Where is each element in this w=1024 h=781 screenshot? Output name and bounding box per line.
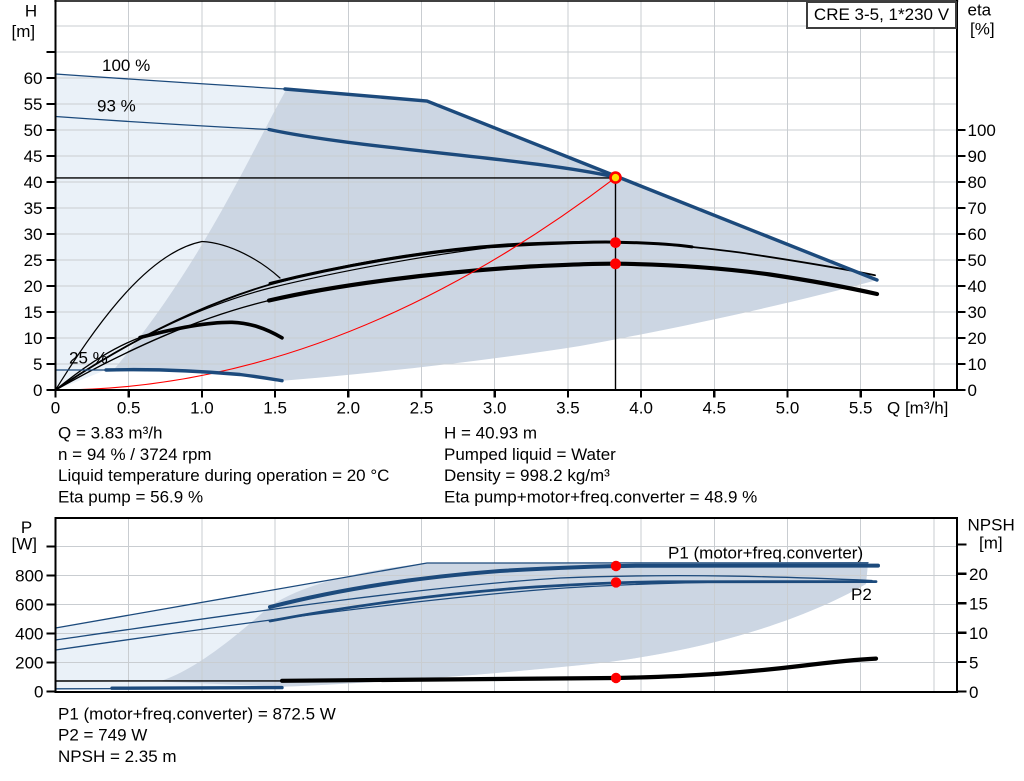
- svg-text:90: 90: [968, 147, 987, 166]
- svg-text:0: 0: [968, 381, 977, 400]
- svg-text:35: 35: [24, 199, 43, 218]
- svg-text:Eta pump+motor+freq.converter: Eta pump+motor+freq.converter = 48.9 %: [444, 488, 757, 507]
- svg-text:80: 80: [968, 173, 987, 192]
- svg-text:Pumped liquid = Water: Pumped liquid = Water: [444, 445, 616, 464]
- svg-text:n = 94 % / 3724 rpm: n = 94 % / 3724 rpm: [58, 445, 212, 464]
- svg-text:100: 100: [968, 121, 996, 140]
- svg-text:4.0: 4.0: [629, 398, 653, 417]
- svg-text:Eta pump = 56.9 %: Eta pump = 56.9 %: [58, 488, 203, 507]
- svg-text:20: 20: [24, 277, 43, 296]
- svg-text:Density = 998.2 kg/m³: Density = 998.2 kg/m³: [444, 466, 610, 485]
- svg-text:Q = 3.83 m³/h: Q = 3.83 m³/h: [58, 424, 162, 443]
- svg-text:5.5: 5.5: [849, 398, 873, 417]
- svg-text:20: 20: [968, 329, 987, 348]
- svg-text:20: 20: [969, 565, 988, 584]
- svg-text:800: 800: [15, 567, 43, 586]
- svg-text:5.0: 5.0: [776, 398, 800, 417]
- svg-text:60: 60: [968, 225, 987, 244]
- svg-text:CRE 3-5, 1*230 V: CRE 3-5, 1*230 V: [814, 5, 950, 24]
- svg-text:1.5: 1.5: [263, 398, 287, 417]
- svg-text:400: 400: [15, 625, 43, 644]
- svg-text:30: 30: [24, 225, 43, 244]
- svg-text:10: 10: [24, 329, 43, 348]
- svg-text:10: 10: [969, 624, 988, 643]
- svg-text:70: 70: [968, 199, 987, 218]
- svg-text:[%]: [%]: [970, 20, 995, 39]
- svg-text:P2: P2: [851, 585, 872, 604]
- svg-text:2.5: 2.5: [410, 398, 434, 417]
- svg-text:60: 60: [24, 69, 43, 88]
- svg-text:100 %: 100 %: [102, 56, 150, 75]
- svg-text:Q [m³/h]: Q [m³/h]: [887, 398, 948, 417]
- svg-text:50: 50: [968, 251, 987, 270]
- svg-text:10: 10: [968, 355, 987, 374]
- svg-text:40: 40: [968, 277, 987, 296]
- svg-text:4.5: 4.5: [702, 398, 726, 417]
- svg-text:P: P: [21, 518, 32, 537]
- svg-text:93 %: 93 %: [97, 97, 136, 116]
- svg-text:15: 15: [969, 595, 988, 614]
- svg-text:45: 45: [24, 147, 43, 166]
- svg-text:[m]: [m]: [12, 22, 36, 41]
- svg-text:25 %: 25 %: [69, 349, 108, 368]
- svg-text:0: 0: [969, 683, 978, 702]
- svg-text:0: 0: [34, 683, 43, 702]
- svg-text:0.5: 0.5: [117, 398, 141, 417]
- svg-text:[m]: [m]: [979, 534, 1003, 553]
- svg-text:P1 (motor+freq.converter): P1 (motor+freq.converter): [668, 544, 863, 563]
- svg-text:50: 50: [24, 121, 43, 140]
- svg-text:200: 200: [15, 654, 43, 673]
- svg-text:P2 = 749 W: P2 = 749 W: [58, 726, 147, 745]
- svg-text:H: H: [25, 2, 37, 21]
- svg-text:5: 5: [969, 653, 978, 672]
- svg-text:15: 15: [24, 303, 43, 322]
- svg-text:5: 5: [33, 355, 42, 374]
- svg-text:30: 30: [968, 303, 987, 322]
- svg-text:0: 0: [51, 398, 60, 417]
- svg-text:2.0: 2.0: [336, 398, 360, 417]
- svg-text:25: 25: [24, 251, 43, 270]
- svg-text:H = 40.93 m: H = 40.93 m: [444, 424, 537, 443]
- svg-text:NPSH = 2.35 m: NPSH = 2.35 m: [58, 747, 177, 766]
- svg-text:[W]: [W]: [12, 535, 38, 554]
- svg-text:Liquid temperature during oper: Liquid temperature during operation = 20…: [58, 466, 389, 485]
- svg-text:NPSH: NPSH: [968, 516, 1015, 535]
- svg-text:eta: eta: [968, 1, 992, 20]
- svg-text:P1 (motor+freq.converter) = 87: P1 (motor+freq.converter) = 872.5 W: [58, 704, 336, 723]
- svg-text:55: 55: [24, 95, 43, 114]
- svg-text:3.0: 3.0: [483, 398, 507, 417]
- svg-text:600: 600: [15, 596, 43, 615]
- svg-text:40: 40: [24, 173, 43, 192]
- svg-text:3.5: 3.5: [556, 398, 580, 417]
- svg-text:1.0: 1.0: [190, 398, 214, 417]
- svg-text:0: 0: [33, 381, 42, 400]
